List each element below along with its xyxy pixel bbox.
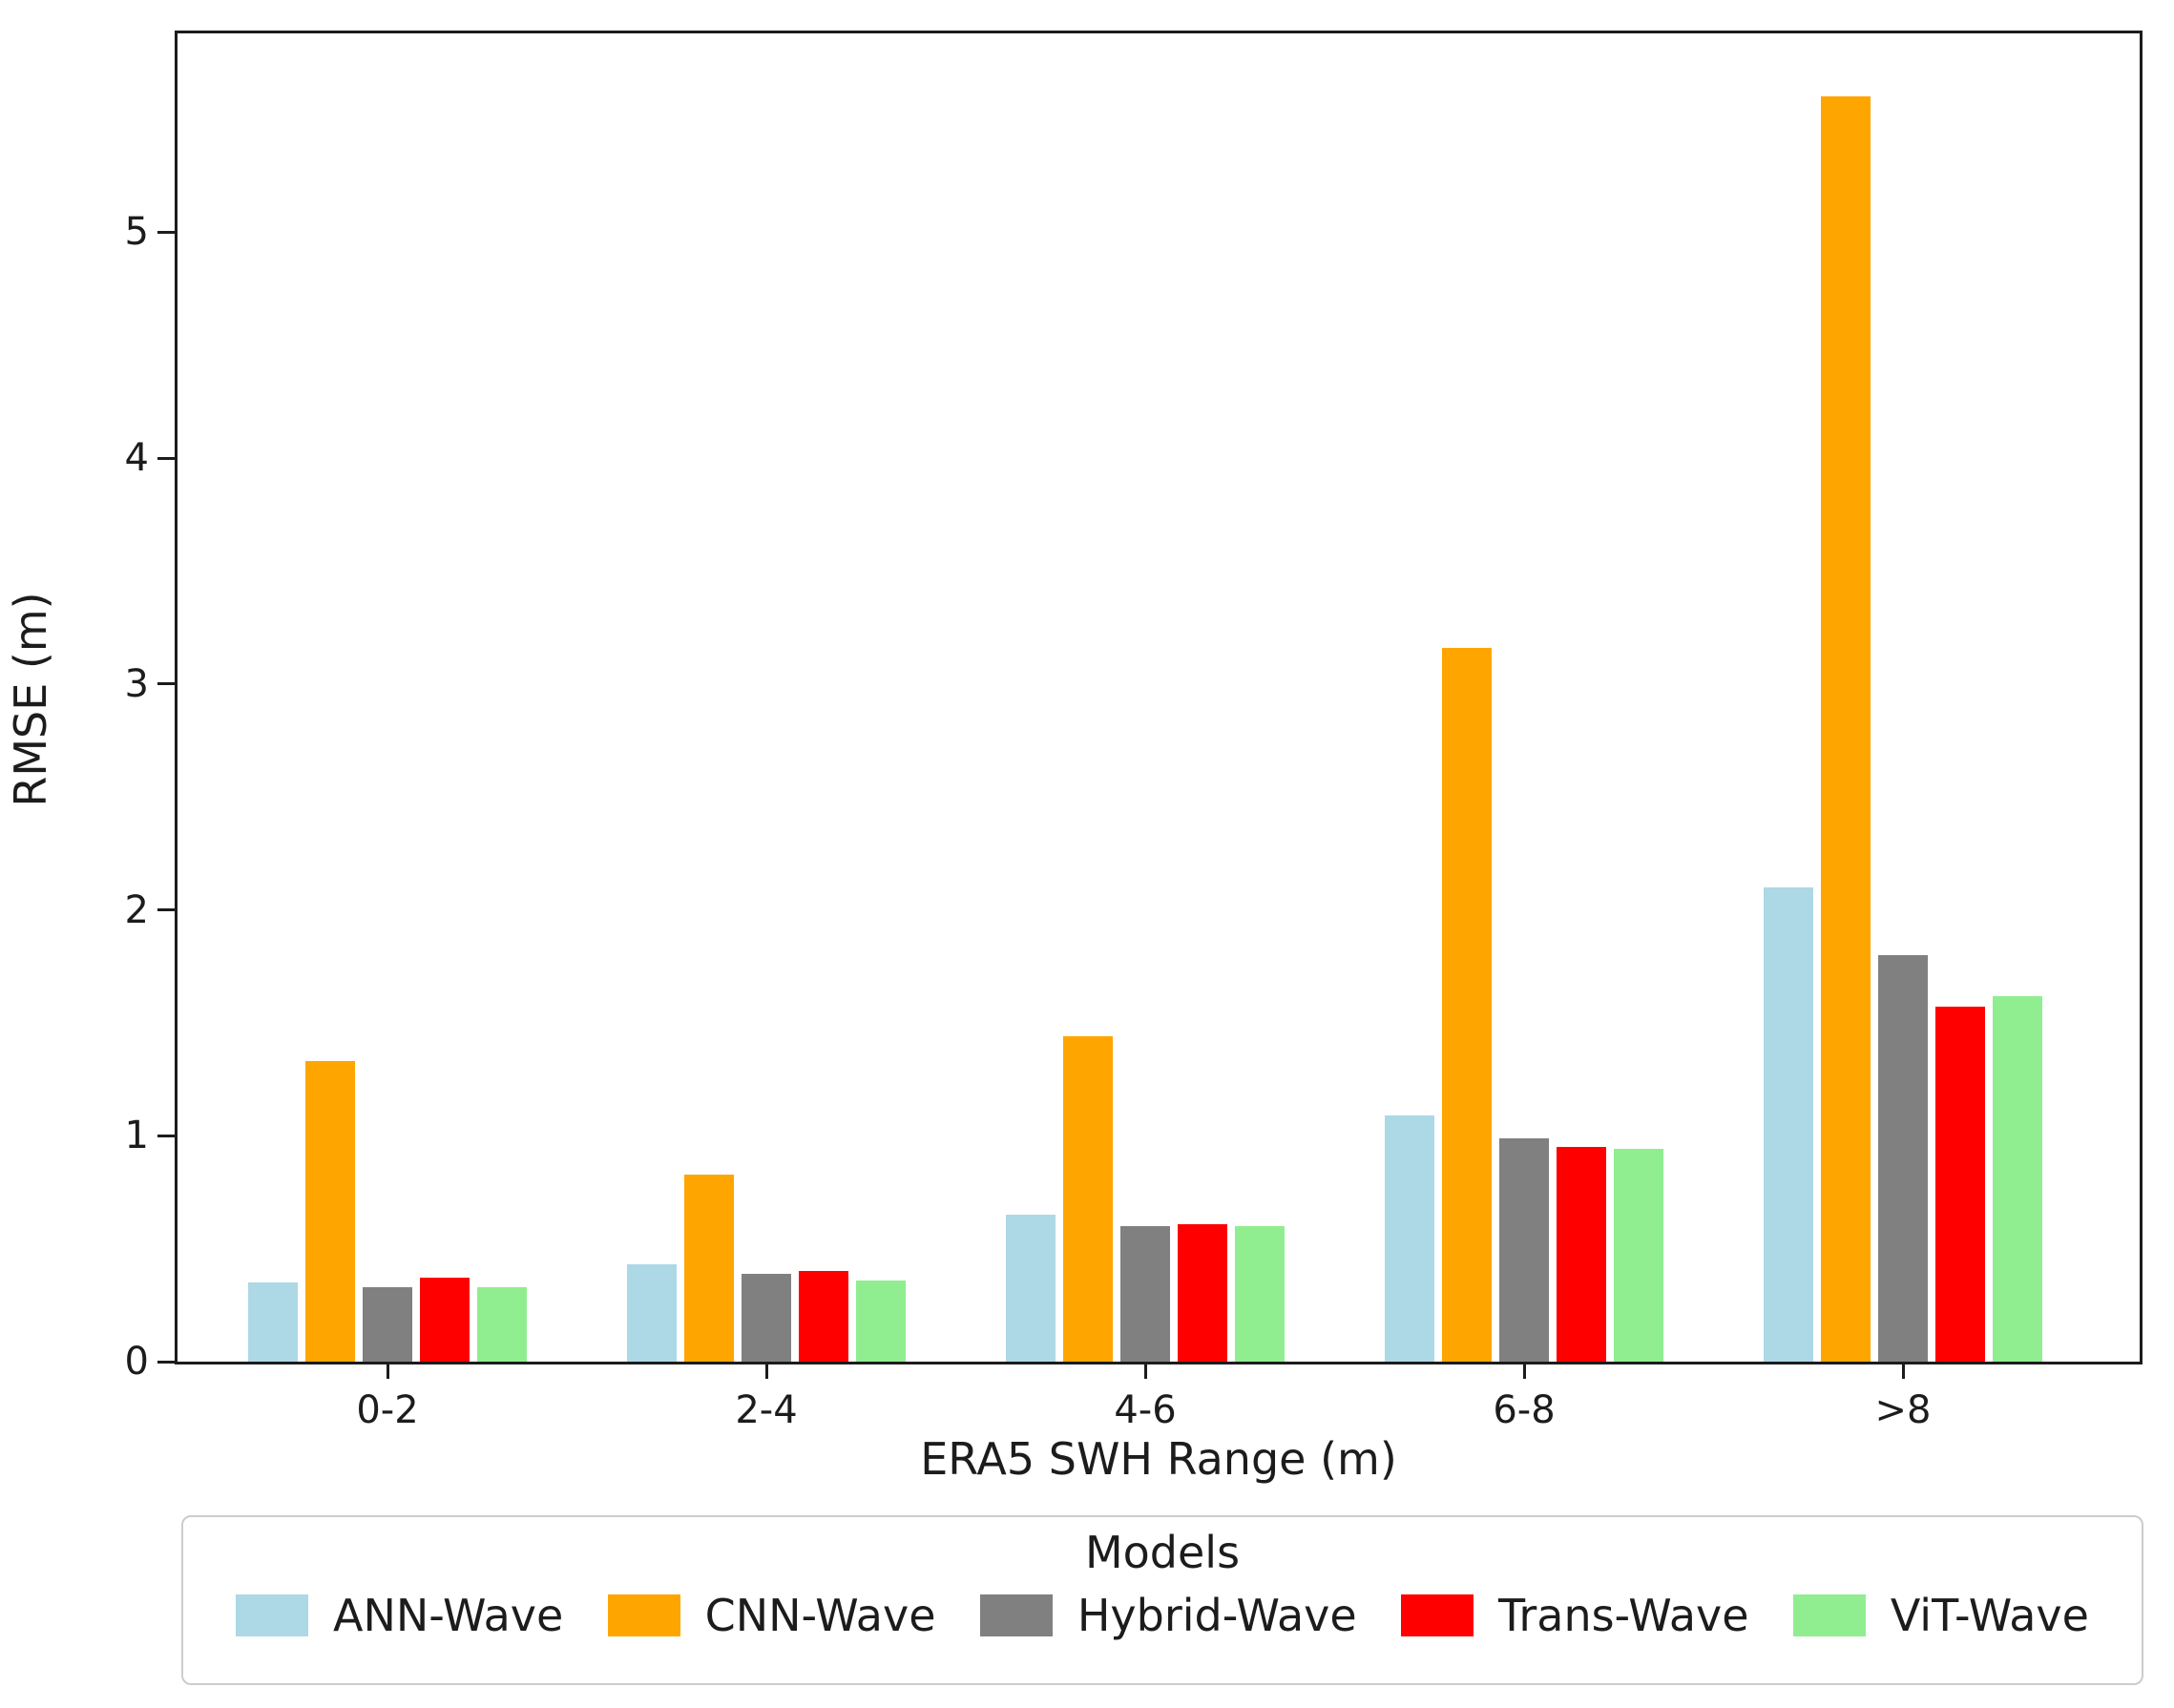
legend-items: ANN-Wave CNN-Wave Hybrid-Wave Trans-Wave ViT… [183, 1576, 2142, 1641]
x-tick-4-6 [1143, 1362, 1147, 1379]
bar-Trans-Wave-2-4 [799, 1271, 848, 1362]
bar-ViT-Wave-2-4 [856, 1280, 906, 1362]
legend-swatch-ViT-Wave [1792, 1594, 1866, 1636]
bar-CNN-Wave->8 [1821, 96, 1871, 1362]
bar-CNN-Wave-2-4 [684, 1174, 734, 1362]
legend-item-ViT-Wave: ViT-Wave [1792, 1590, 2089, 1641]
y-tick-label-4: 4 [124, 436, 149, 481]
bar-CNN-Wave-4-6 [1063, 1036, 1113, 1362]
bar-ANN-Wave->8 [1764, 886, 1813, 1362]
bar-Trans-Wave-4-6 [1178, 1223, 1227, 1362]
bar-Trans-Wave-6-8 [1557, 1147, 1606, 1362]
bar-Hybrid-Wave->8 [1878, 954, 1928, 1362]
bar-ANN-Wave-2-4 [627, 1264, 677, 1362]
legend-item-ANN-Wave: ANN-Wave [236, 1590, 563, 1641]
x-tick-label->8: >8 [1874, 1388, 1932, 1432]
bar-Trans-Wave->8 [1935, 1007, 1985, 1362]
x-tick-0-2 [386, 1362, 389, 1379]
bar-CNN-Wave-6-8 [1442, 647, 1492, 1362]
x-tick->8 [1901, 1362, 1905, 1379]
legend-swatch-Hybrid-Wave [979, 1594, 1053, 1636]
bar-Trans-Wave-0-2 [420, 1278, 470, 1362]
x-axis-title: ERA5 SWH Range (m) [920, 1433, 1397, 1485]
legend-swatch-ANN-Wave [236, 1594, 308, 1636]
bar-group-2-4 [627, 33, 906, 1362]
x-tick-label-6-8: 6-8 [1493, 1388, 1556, 1432]
bar-Hybrid-Wave-0-2 [363, 1286, 412, 1362]
y-tick-label-0: 0 [124, 1340, 149, 1384]
x-tick-2-4 [764, 1362, 768, 1379]
y-tick-label-2: 2 [124, 887, 149, 932]
legend-item-CNN-Wave: CNN-Wave [607, 1590, 936, 1641]
bar-group-6-8 [1385, 33, 1663, 1362]
x-tick-label-2-4: 2-4 [735, 1388, 798, 1432]
y-tick-2 [157, 908, 175, 912]
legend-label-Trans-Wave: Trans-Wave [1498, 1590, 1749, 1641]
x-tick-6-8 [1522, 1362, 1526, 1379]
bar-group-4-6 [1006, 33, 1285, 1362]
bar-group-0-2 [248, 33, 527, 1362]
legend-label-ANN-Wave: ANN-Wave [333, 1590, 564, 1641]
bar-group->8 [1764, 33, 2042, 1362]
y-tick-1 [157, 1134, 175, 1137]
y-tick-label-3: 3 [124, 661, 149, 706]
bar-ViT-Wave-0-2 [477, 1286, 527, 1362]
bar-ANN-Wave-4-6 [1006, 1215, 1056, 1362]
y-tick-0 [157, 1360, 175, 1364]
y-tick-3 [157, 682, 175, 686]
bar-ViT-Wave-4-6 [1235, 1225, 1285, 1362]
legend: Models ANN-Wave CNN-Wave Hybrid-Wave Trans-… [181, 1515, 2143, 1685]
bar-Hybrid-Wave-4-6 [1120, 1225, 1170, 1362]
y-tick-label-5: 5 [124, 210, 149, 255]
bar-ANN-Wave-6-8 [1385, 1114, 1434, 1362]
x-tick-label-0-2: 0-2 [356, 1388, 419, 1432]
legend-item-Hybrid-Wave: Hybrid-Wave [979, 1590, 1357, 1641]
bar-CNN-Wave-0-2 [305, 1061, 355, 1362]
legend-label-ViT-Wave: ViT-Wave [1890, 1590, 2089, 1641]
legend-swatch-CNN-Wave [607, 1594, 680, 1636]
y-axis-title: RMSE (m) [5, 592, 56, 807]
legend-item-Trans-Wave: Trans-Wave [1401, 1590, 1749, 1641]
legend-swatch-Trans-Wave [1401, 1594, 1474, 1636]
bar-Hybrid-Wave-2-4 [742, 1273, 791, 1362]
plot-area: 0 1 2 3 4 5 0-2 2-4 4-6 6-8 >8 [125, 31, 2143, 1432]
bar-Hybrid-Wave-6-8 [1499, 1137, 1549, 1362]
bar-ViT-Wave->8 [1993, 995, 2042, 1362]
x-tick-label-4-6: 4-6 [1114, 1388, 1177, 1432]
legend-label-CNN-Wave: CNN-Wave [704, 1590, 936, 1641]
legend-label-Hybrid-Wave: Hybrid-Wave [1077, 1590, 1357, 1641]
y-tick-4 [157, 456, 175, 460]
y-tick-5 [157, 230, 175, 234]
bar-ANN-Wave-0-2 [248, 1282, 298, 1362]
y-tick-label-1: 1 [124, 1114, 149, 1158]
legend-title: Models [1084, 1527, 1241, 1578]
bar-ViT-Wave-6-8 [1614, 1149, 1663, 1362]
